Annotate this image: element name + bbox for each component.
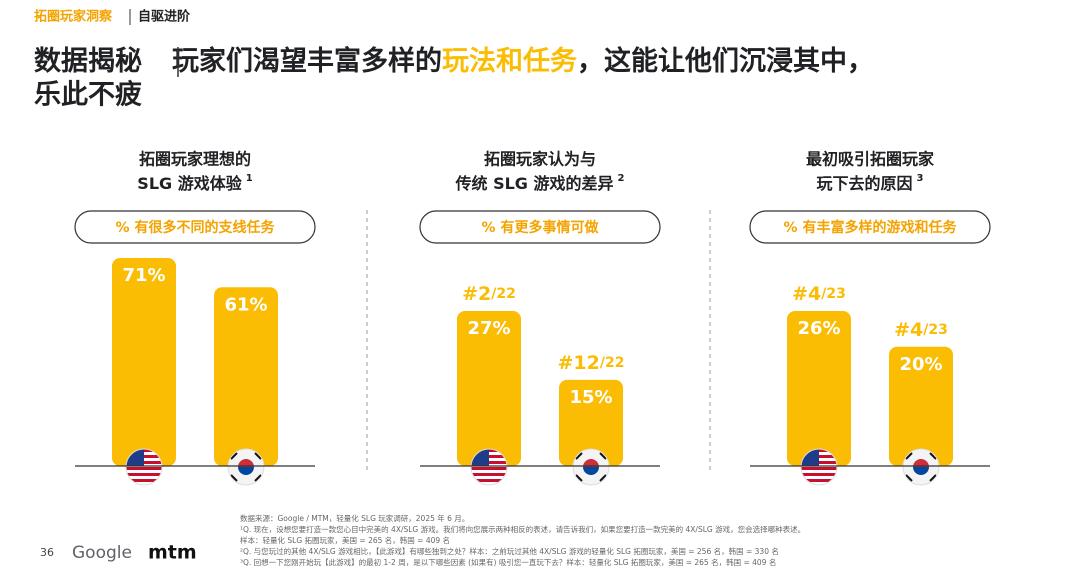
chart-title: 传统 SLG 游戏的差异 2 — [455, 173, 625, 193]
rank: #2 — [462, 283, 491, 305]
chart-title: 拓圈玩家认为与 — [484, 150, 596, 169]
flag-ring — [470, 448, 508, 486]
footnote-ref: 3 — [917, 173, 924, 184]
footnote: 样本：轻量化 SLG 拓圈玩家，美国 = 265 名，韩国 = 409 名 — [240, 535, 450, 545]
pill — [74, 210, 316, 244]
rank-total: /22 — [600, 355, 625, 371]
value-label: 71% — [122, 265, 165, 286]
rank-label: #4/23 — [792, 283, 846, 305]
footnote: ³Q. 回想一下您刚开始玩【此游戏】的最初 1-2 周，是以下哪些因素 (如果有… — [240, 557, 776, 567]
title-text: ，这能让他们沉浸其中， — [577, 45, 874, 77]
rank-total: /23 — [923, 322, 948, 338]
bar — [559, 379, 623, 466]
bar — [457, 311, 521, 466]
slide-title: 数据揭秘 玩家们渴望丰富多样的玩法和任务，这能让他们沉浸其中， — [34, 45, 874, 77]
bar — [889, 346, 953, 466]
chart-title: 拓圈玩家理想的 — [139, 150, 251, 169]
bar — [112, 258, 176, 466]
value-label: 20% — [899, 354, 942, 375]
chart-title-line: 传统 SLG 游戏的差异 — [455, 174, 614, 193]
pill — [419, 210, 661, 244]
chart-title: SLG 游戏体验 1 — [137, 173, 252, 193]
rank: #4 — [792, 283, 821, 305]
pill-label: % 有丰富多样的游戏和任务 — [784, 219, 958, 236]
rank-total: /23 — [821, 286, 846, 302]
value-label: 27% — [467, 318, 510, 339]
chart-title-line: 玩下去的原因 — [817, 174, 913, 193]
value-label: 26% — [797, 318, 840, 339]
rank-label: #2/22 — [462, 283, 516, 305]
title-lead: 数据揭秘 — [34, 46, 142, 77]
subsection-label: 自驱进阶 — [138, 9, 191, 25]
section-label: 拓圈玩家洞察 — [34, 9, 113, 25]
flag-ring — [572, 448, 610, 486]
footnote-ref: 2 — [618, 173, 625, 184]
footnote: 数据来源：Google / MTM，轻量化 SLG 玩家调研，2025 年 6 … — [240, 513, 469, 523]
chart-title: 玩下去的原因 3 — [817, 173, 924, 193]
pill-label: % 有更多事情可做 — [482, 219, 600, 236]
bar — [214, 287, 278, 466]
title-text: 玩家们渴望丰富多样的 — [172, 45, 442, 77]
slide-title-line2: 乐此不疲 — [34, 79, 142, 111]
chart-title-line: SLG 游戏体验 — [137, 174, 242, 193]
value-label: 15% — [569, 387, 612, 408]
rank-total: /22 — [491, 286, 516, 302]
flag-ring — [800, 448, 838, 486]
logo: mtm — [148, 542, 197, 564]
footnote: ¹Q. 现在，设想您要打造一款您心目中完美的 4X/SLG 游戏。我们将向您展示… — [240, 524, 805, 534]
footnote: ²Q. 与您玩过的其他 4X/SLG 游戏相比，【此游戏】有哪些独到之处？样本：… — [240, 546, 779, 556]
flag-ring — [902, 448, 940, 486]
rank: #4 — [894, 318, 923, 340]
pill-label: % 有很多不同的支线任务 — [116, 219, 276, 236]
rank: #12 — [558, 351, 600, 373]
chart-title: 最初吸引拓圈玩家 — [806, 150, 935, 169]
page-number: 36 — [40, 546, 54, 559]
logo: Google — [72, 543, 132, 563]
bar — [787, 311, 851, 466]
rank-label: #12/22 — [558, 351, 625, 373]
title-highlight: 玩法和任务 — [442, 46, 577, 77]
pill — [749, 210, 991, 244]
value-label: 61% — [224, 294, 267, 315]
rank-label: #4/23 — [894, 318, 948, 340]
footnote-ref: 1 — [246, 173, 253, 184]
flag-ring — [125, 448, 163, 486]
flag-ring — [227, 448, 265, 486]
